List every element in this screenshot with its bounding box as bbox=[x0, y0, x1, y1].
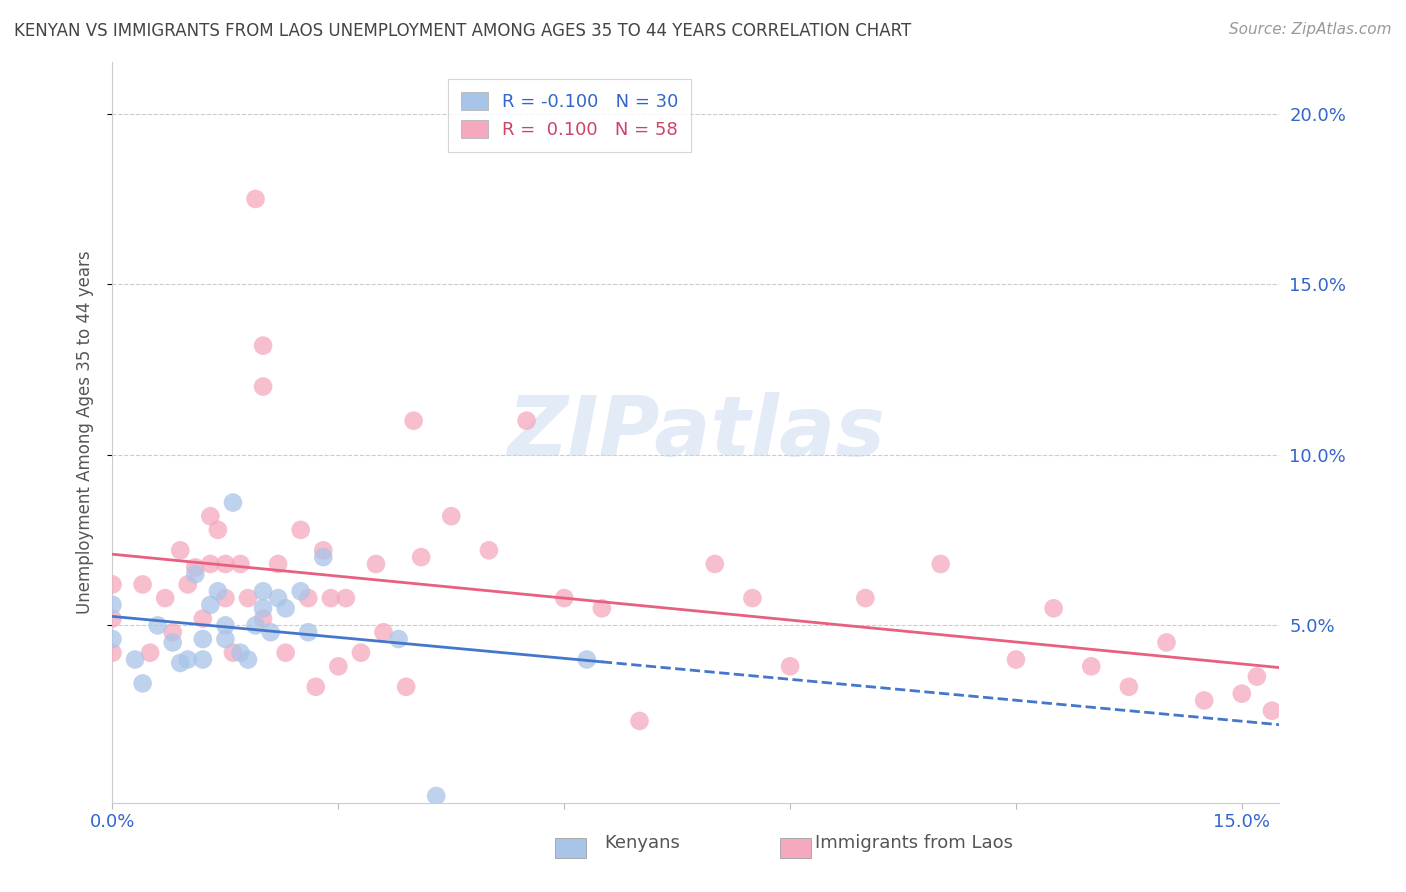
Point bbox=[252, 611, 274, 625]
Point bbox=[290, 523, 312, 537]
Point bbox=[184, 560, 207, 574]
Point bbox=[177, 577, 200, 591]
Point bbox=[229, 646, 252, 660]
Point bbox=[191, 652, 214, 666]
Point bbox=[553, 591, 575, 606]
Point bbox=[297, 591, 319, 606]
Point bbox=[274, 601, 297, 615]
Point bbox=[395, 680, 418, 694]
Point bbox=[222, 646, 245, 660]
Y-axis label: Unemployment Among Ages 35 to 44 years: Unemployment Among Ages 35 to 44 years bbox=[76, 251, 94, 615]
Point bbox=[214, 591, 236, 606]
Point bbox=[259, 625, 281, 640]
Point bbox=[252, 601, 274, 615]
Point bbox=[252, 584, 274, 599]
Point bbox=[252, 379, 274, 393]
Point bbox=[1005, 652, 1028, 666]
Point bbox=[1042, 601, 1064, 615]
Point bbox=[335, 591, 357, 606]
Point bbox=[200, 557, 222, 571]
Point bbox=[1261, 704, 1284, 718]
Point bbox=[575, 652, 598, 666]
Text: KENYAN VS IMMIGRANTS FROM LAOS UNEMPLOYMENT AMONG AGES 35 TO 44 YEARS CORRELATIO: KENYAN VS IMMIGRANTS FROM LAOS UNEMPLOYM… bbox=[14, 22, 911, 40]
Point bbox=[101, 577, 124, 591]
Point bbox=[252, 338, 274, 352]
Point bbox=[1118, 680, 1140, 694]
Point bbox=[207, 584, 229, 599]
Point bbox=[440, 509, 463, 524]
Point bbox=[153, 591, 176, 606]
Point bbox=[146, 618, 169, 632]
Text: ZIPatlas: ZIPatlas bbox=[508, 392, 884, 473]
Point bbox=[101, 646, 124, 660]
Text: Kenyans: Kenyans bbox=[605, 834, 681, 852]
Point bbox=[478, 543, 501, 558]
Point bbox=[236, 652, 259, 666]
Point bbox=[290, 584, 312, 599]
Text: Source: ZipAtlas.com: Source: ZipAtlas.com bbox=[1229, 22, 1392, 37]
Point bbox=[1246, 669, 1268, 683]
Point bbox=[1156, 635, 1178, 649]
Point bbox=[741, 591, 763, 606]
Point bbox=[1230, 687, 1253, 701]
Point bbox=[853, 591, 876, 606]
Point bbox=[267, 557, 290, 571]
Point bbox=[350, 646, 373, 660]
Point bbox=[1080, 659, 1102, 673]
Point bbox=[207, 523, 229, 537]
Point bbox=[236, 591, 259, 606]
Text: Immigrants from Laos: Immigrants from Laos bbox=[815, 834, 1014, 852]
Point bbox=[200, 509, 222, 524]
Point bbox=[245, 192, 267, 206]
Point bbox=[200, 598, 222, 612]
Point bbox=[184, 567, 207, 582]
Legend: R = -0.100   N = 30, R =  0.100   N = 58: R = -0.100 N = 30, R = 0.100 N = 58 bbox=[449, 78, 692, 152]
Point bbox=[591, 601, 613, 615]
Point bbox=[364, 557, 387, 571]
Point bbox=[214, 618, 236, 632]
Point bbox=[297, 625, 319, 640]
Point bbox=[245, 618, 267, 632]
Point bbox=[191, 611, 214, 625]
Point bbox=[101, 598, 124, 612]
Point bbox=[425, 789, 447, 803]
Point bbox=[267, 591, 290, 606]
Point bbox=[703, 557, 725, 571]
Point bbox=[131, 577, 153, 591]
Point bbox=[162, 625, 184, 640]
Point bbox=[101, 611, 124, 625]
Point bbox=[402, 414, 425, 428]
Point bbox=[628, 714, 651, 728]
Point bbox=[101, 632, 124, 646]
Point bbox=[169, 543, 191, 558]
Point bbox=[169, 656, 191, 670]
Point bbox=[779, 659, 801, 673]
Point bbox=[274, 646, 297, 660]
Point bbox=[214, 632, 236, 646]
Point bbox=[191, 632, 214, 646]
Point bbox=[312, 543, 335, 558]
Point bbox=[516, 414, 538, 428]
Point bbox=[411, 550, 433, 565]
Point bbox=[373, 625, 395, 640]
Point bbox=[222, 495, 245, 509]
Point bbox=[139, 646, 162, 660]
Point bbox=[162, 635, 184, 649]
Point bbox=[124, 652, 146, 666]
Point bbox=[1192, 693, 1215, 707]
Point bbox=[929, 557, 952, 571]
Point bbox=[387, 632, 409, 646]
Point bbox=[177, 652, 200, 666]
Point bbox=[312, 550, 335, 565]
Point bbox=[229, 557, 252, 571]
Point bbox=[328, 659, 350, 673]
Point bbox=[214, 557, 236, 571]
Point bbox=[131, 676, 153, 690]
Point bbox=[319, 591, 342, 606]
Point bbox=[305, 680, 328, 694]
